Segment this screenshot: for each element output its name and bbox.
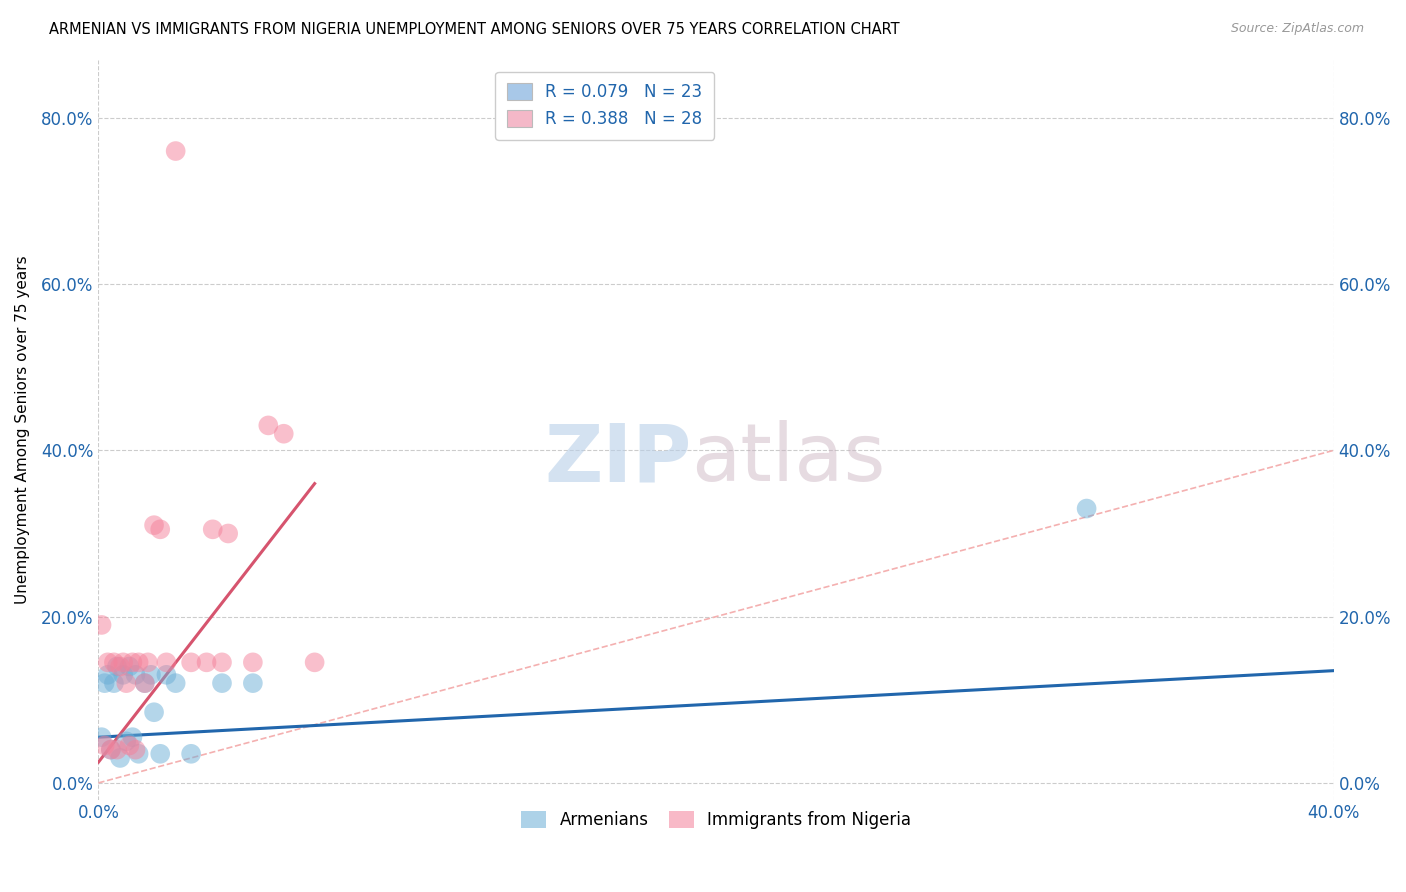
Point bbox=[242, 676, 264, 690]
Point bbox=[115, 676, 138, 690]
Text: ARMENIAN VS IMMIGRANTS FROM NIGERIA UNEMPLOYMENT AMONG SENIORS OVER 75 YEARS COR: ARMENIAN VS IMMIGRANTS FROM NIGERIA UNEM… bbox=[49, 22, 900, 37]
Point bbox=[143, 705, 166, 719]
Point bbox=[242, 656, 264, 670]
Text: atlas: atlas bbox=[692, 420, 886, 498]
Point bbox=[121, 656, 143, 670]
Point bbox=[124, 742, 146, 756]
Point bbox=[165, 676, 187, 690]
Text: ZIP: ZIP bbox=[544, 420, 692, 498]
Point bbox=[118, 659, 141, 673]
Point bbox=[90, 730, 112, 744]
Legend: Armenians, Immigrants from Nigeria: Armenians, Immigrants from Nigeria bbox=[515, 804, 918, 836]
Point bbox=[201, 522, 224, 536]
Point bbox=[90, 618, 112, 632]
Point bbox=[217, 526, 239, 541]
Point bbox=[103, 656, 125, 670]
Point bbox=[143, 518, 166, 533]
Point bbox=[134, 676, 156, 690]
Point bbox=[115, 734, 138, 748]
Point bbox=[149, 522, 172, 536]
Point bbox=[134, 676, 156, 690]
Point bbox=[103, 676, 125, 690]
Point bbox=[211, 656, 233, 670]
Point bbox=[128, 656, 150, 670]
Point bbox=[100, 742, 122, 756]
Point bbox=[105, 659, 128, 673]
Point bbox=[211, 676, 233, 690]
Point bbox=[108, 659, 131, 673]
Point bbox=[180, 747, 202, 761]
Text: Source: ZipAtlas.com: Source: ZipAtlas.com bbox=[1230, 22, 1364, 36]
Point bbox=[139, 668, 162, 682]
Point bbox=[100, 742, 122, 756]
Point bbox=[118, 739, 141, 753]
Point bbox=[112, 668, 135, 682]
Y-axis label: Unemployment Among Seniors over 75 years: Unemployment Among Seniors over 75 years bbox=[15, 255, 30, 604]
Point bbox=[124, 668, 146, 682]
Point bbox=[97, 668, 120, 682]
Point bbox=[149, 747, 172, 761]
Point bbox=[180, 656, 202, 670]
Point bbox=[304, 656, 326, 670]
Point bbox=[195, 656, 218, 670]
Point bbox=[128, 747, 150, 761]
Point bbox=[93, 739, 115, 753]
Point bbox=[273, 426, 295, 441]
Point bbox=[155, 668, 177, 682]
Point bbox=[105, 742, 128, 756]
Point bbox=[165, 144, 187, 158]
Point bbox=[112, 656, 135, 670]
Point bbox=[257, 418, 280, 433]
Point bbox=[136, 656, 159, 670]
Point bbox=[108, 751, 131, 765]
Point bbox=[121, 730, 143, 744]
Point bbox=[97, 656, 120, 670]
Point bbox=[155, 656, 177, 670]
Point bbox=[1076, 501, 1098, 516]
Point bbox=[93, 676, 115, 690]
